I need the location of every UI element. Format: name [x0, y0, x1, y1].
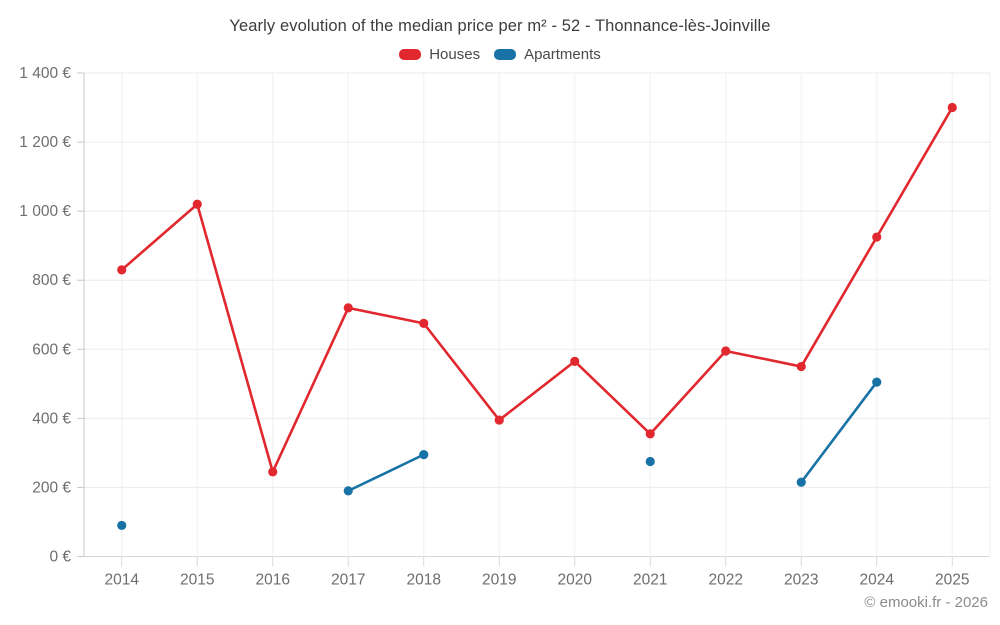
x-tick-label: 2019 [482, 572, 516, 589]
houses-point-2024[interactable] [872, 232, 882, 242]
houses-point-2022[interactable] [721, 346, 731, 356]
x-tick-label: 2025 [935, 572, 969, 589]
apartments-point-2023[interactable] [796, 477, 806, 487]
y-tick-label: 1 000 € [19, 203, 71, 220]
legend-item-apartments[interactable]: Apartments [494, 46, 601, 63]
x-axis-labels: 2014 2015 2016 2017 2018 2019 2020 2021 2022 2023… [105, 572, 970, 589]
houses-point-2019[interactable] [494, 415, 504, 425]
apartments-series[interactable] [117, 377, 882, 531]
x-tick-label: 2017 [331, 572, 365, 589]
houses-point-2014[interactable] [117, 265, 127, 275]
apartments-series-swatch-icon [494, 49, 517, 60]
y-tick-label: 400 € [32, 410, 71, 427]
y-tick-label: 1 400 € [19, 65, 71, 82]
legend-label-apartments: Apartments [524, 46, 601, 63]
apartments-line [346, 453, 426, 493]
houses-point-2020[interactable] [570, 356, 580, 366]
gridlines [84, 72, 991, 557]
y-tick-label: 600 € [32, 341, 71, 358]
apartments-point-2024[interactable] [872, 377, 882, 387]
houses-line [120, 106, 954, 474]
apartments-point-2021[interactable] [645, 456, 655, 467]
apartments-line [799, 380, 879, 484]
houses-point-2025[interactable] [947, 102, 957, 113]
houses-point-2015[interactable] [192, 199, 202, 209]
apartments-point-2017[interactable] [343, 486, 353, 496]
x-tick-label: 2014 [105, 572, 140, 589]
x-tick-label: 2018 [407, 572, 441, 589]
houses-point-2016[interactable] [268, 467, 278, 477]
y-tick-label: 0 € [49, 549, 71, 566]
y-tick-label: 800 € [32, 272, 71, 289]
houses-point-2023[interactable] [796, 361, 806, 372]
chart-title: Yearly evolution of the median price per… [229, 17, 771, 35]
legend-item-houses[interactable]: Houses [399, 46, 480, 63]
x-tick-label: 2015 [180, 572, 214, 589]
houses-point-2017[interactable] [343, 303, 353, 313]
houses-series-swatch-icon [399, 49, 422, 60]
houses-point-2018[interactable] [419, 318, 429, 328]
x-tick-label: 2022 [709, 572, 743, 589]
chart-legend: Houses Apartments [0, 46, 1000, 63]
houses-point-2021[interactable] [645, 429, 655, 439]
x-tick-label: 2023 [784, 572, 818, 589]
apartments-point-2014[interactable] [117, 520, 127, 531]
y-tick-label: 200 € [32, 479, 71, 496]
x-tick-label: 2020 [558, 572, 593, 589]
y-tick-label: 1 200 € [19, 134, 71, 151]
x-tick-label: 2016 [256, 572, 290, 589]
y-axis-labels: 0 € 200 € 400 € 600 € 800 € 1 000 € 1 200 € 1 4… [19, 65, 71, 566]
x-tick-label: 2021 [633, 572, 667, 589]
apartments-point-2018[interactable] [419, 450, 429, 460]
axes [77, 72, 953, 567]
x-tick-label: 2024 [860, 572, 895, 589]
legend-label-houses: Houses [429, 46, 481, 63]
copyright-footer: © emooki.fr - 2026 [864, 594, 988, 611]
houses-series[interactable] [117, 102, 957, 477]
